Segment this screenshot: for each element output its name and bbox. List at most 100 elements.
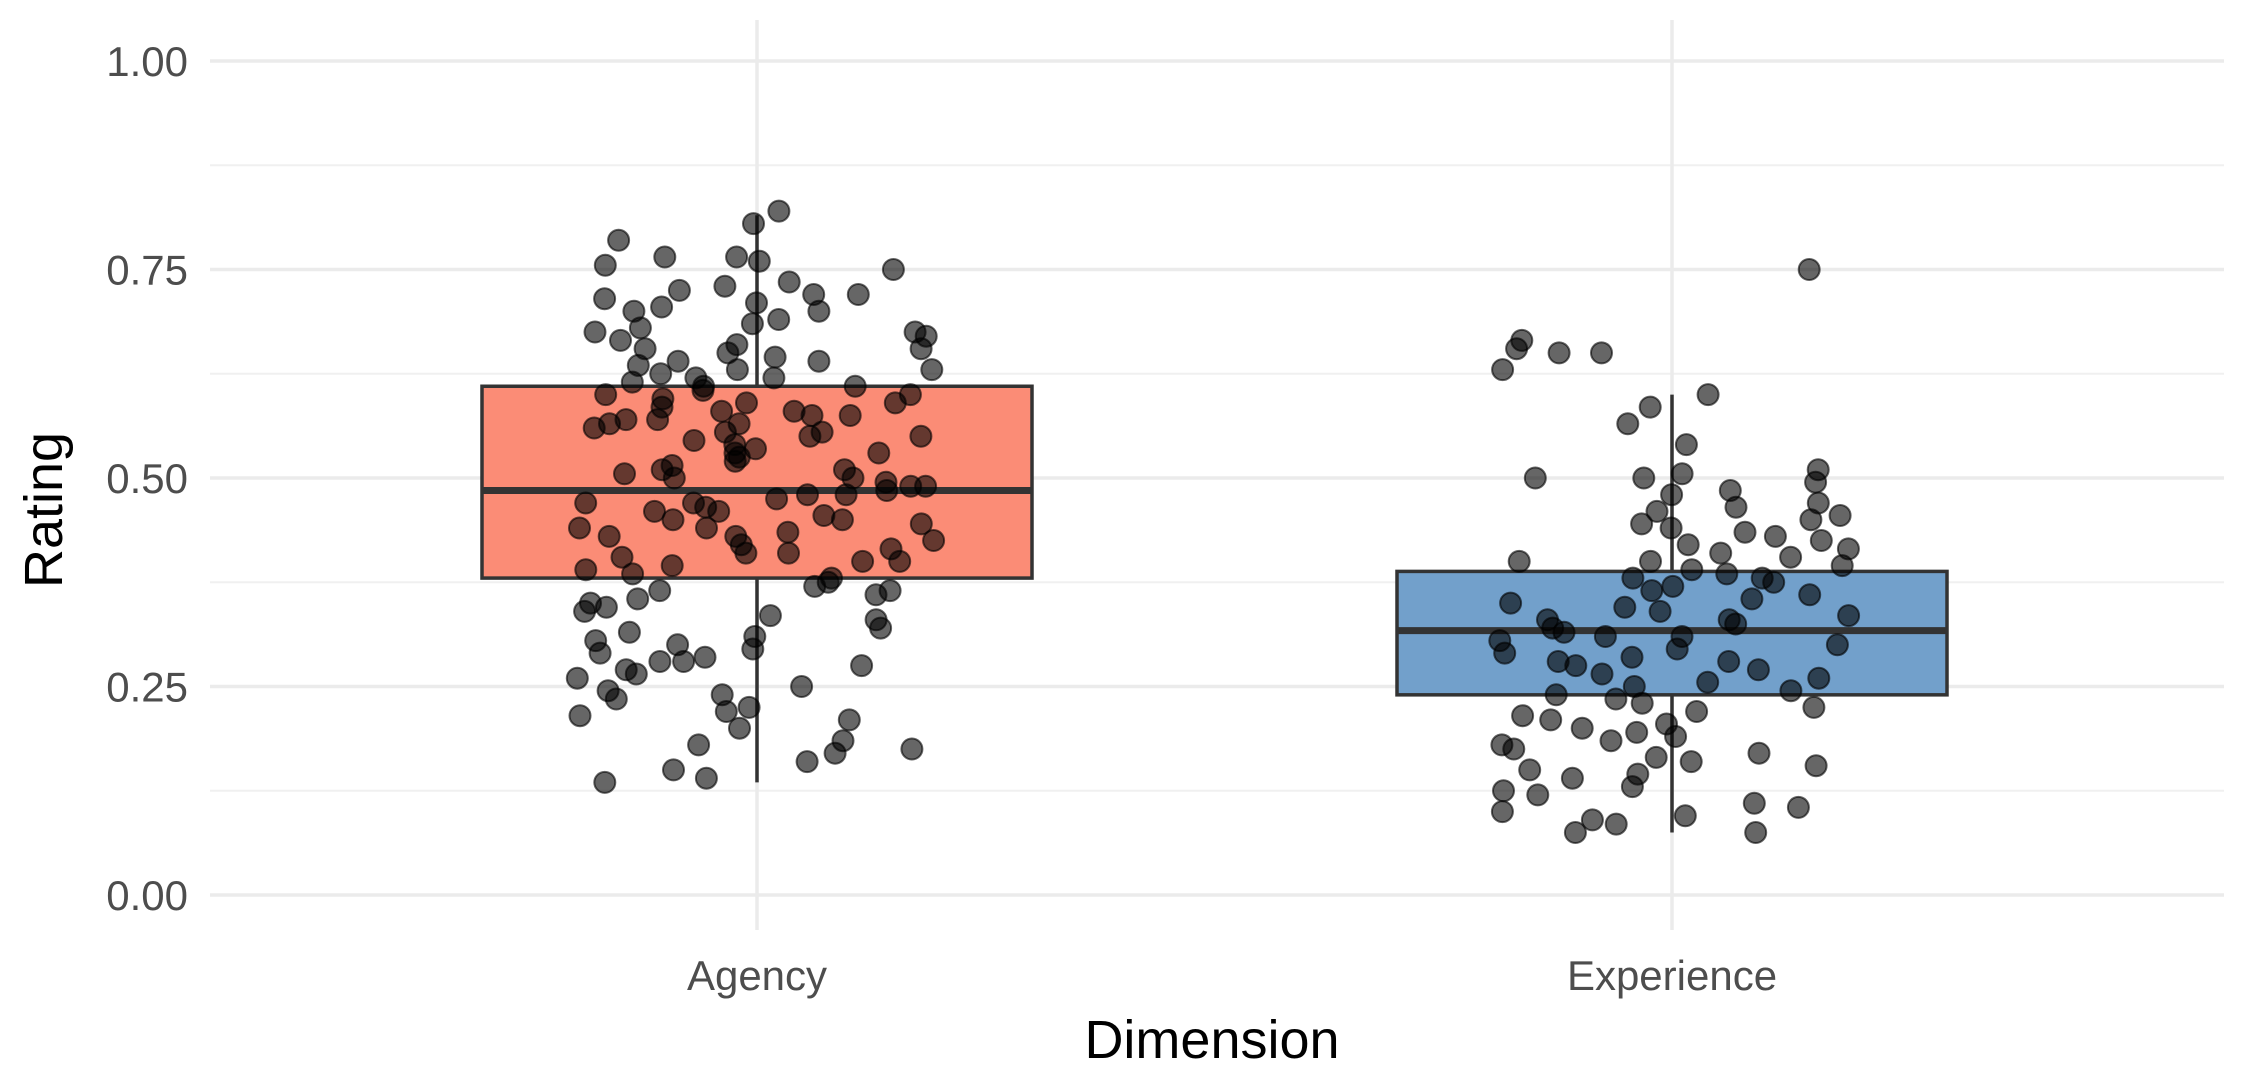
data-point <box>593 287 617 311</box>
data-point <box>621 562 645 586</box>
data-point <box>1825 633 1849 657</box>
data-point <box>1539 708 1563 732</box>
data-point <box>597 524 621 548</box>
data-point <box>1746 658 1770 682</box>
data-point <box>812 504 836 527</box>
data-point <box>830 508 854 532</box>
data-point <box>594 383 618 407</box>
data-point <box>909 512 933 536</box>
data-point <box>648 579 672 603</box>
data-point <box>1797 258 1821 281</box>
y-tick-label: 1.00 <box>106 38 188 85</box>
data-point <box>1661 574 1685 598</box>
data-point <box>735 391 758 415</box>
data-point <box>1491 358 1515 382</box>
data-point <box>796 483 819 507</box>
data-point <box>767 308 791 331</box>
data-point <box>672 650 696 673</box>
data-point <box>695 516 718 540</box>
box-agency <box>480 384 1034 580</box>
data-point <box>1762 570 1786 594</box>
data-point <box>624 662 648 686</box>
data-point <box>846 283 870 306</box>
data-point <box>807 349 831 373</box>
data-point <box>767 199 791 223</box>
data-point <box>881 258 905 281</box>
data-point <box>850 654 874 678</box>
data-point <box>565 666 589 690</box>
data-point <box>1674 433 1698 457</box>
data-point <box>1564 654 1588 678</box>
data-point <box>1518 758 1542 782</box>
data-point <box>909 337 933 361</box>
data-point <box>734 541 758 565</box>
data-point <box>851 549 875 573</box>
data-point <box>662 466 686 490</box>
data-point <box>1544 683 1568 707</box>
data-point <box>1502 737 1526 761</box>
data-point <box>1523 466 1547 490</box>
data-point <box>1798 583 1822 607</box>
data-point <box>1786 795 1810 819</box>
data-point <box>1673 804 1697 828</box>
data-point <box>1696 670 1720 694</box>
data-point <box>864 583 888 607</box>
data-point <box>1717 650 1741 673</box>
data-point <box>628 316 652 340</box>
data-point <box>568 516 591 540</box>
data-point <box>594 595 618 619</box>
data-point <box>1599 729 1623 753</box>
data-point <box>1660 483 1684 507</box>
data-point <box>1659 516 1683 540</box>
data-point <box>1511 704 1535 728</box>
data-point <box>593 253 617 277</box>
data-point <box>758 604 782 628</box>
data-point <box>1679 750 1703 774</box>
data-point <box>662 758 685 782</box>
data-point <box>1644 745 1668 769</box>
data-point <box>1715 562 1739 586</box>
data-point <box>1742 791 1766 815</box>
data-point <box>1696 383 1720 407</box>
data-point <box>899 474 923 498</box>
data-point <box>798 424 822 448</box>
data-point <box>1593 625 1617 648</box>
data-point <box>1724 495 1748 519</box>
data-point <box>1648 599 1672 623</box>
data-point <box>691 378 715 402</box>
data-point <box>1590 341 1613 365</box>
data-point <box>1680 558 1704 582</box>
data-point <box>1632 466 1656 490</box>
data-point <box>1763 524 1787 548</box>
data-point <box>1645 499 1669 523</box>
data-point <box>693 645 717 669</box>
data-point <box>1665 637 1689 661</box>
data-point <box>762 366 786 390</box>
data-point <box>742 212 765 236</box>
data-point <box>650 295 674 319</box>
data-point <box>922 529 946 552</box>
data-point <box>1613 595 1637 619</box>
data-point <box>661 508 685 532</box>
data-point <box>834 483 858 507</box>
data-point <box>1507 549 1531 573</box>
data-point <box>1493 641 1517 665</box>
data-point <box>1670 462 1694 486</box>
data-point <box>1744 821 1768 844</box>
data-point <box>1580 808 1604 832</box>
data-point <box>1639 549 1662 573</box>
data-point <box>1638 395 1662 419</box>
y-axis-title: Rating <box>14 432 74 588</box>
data-point <box>1809 529 1833 552</box>
data-point <box>1664 725 1688 748</box>
data-point <box>776 520 800 544</box>
data-point <box>620 370 644 394</box>
data-point <box>823 741 847 765</box>
data-point <box>745 291 768 315</box>
data-point <box>843 374 867 398</box>
data-point <box>777 541 800 565</box>
data-point <box>1590 662 1614 686</box>
data-point <box>1630 691 1654 715</box>
data-point <box>869 616 893 640</box>
